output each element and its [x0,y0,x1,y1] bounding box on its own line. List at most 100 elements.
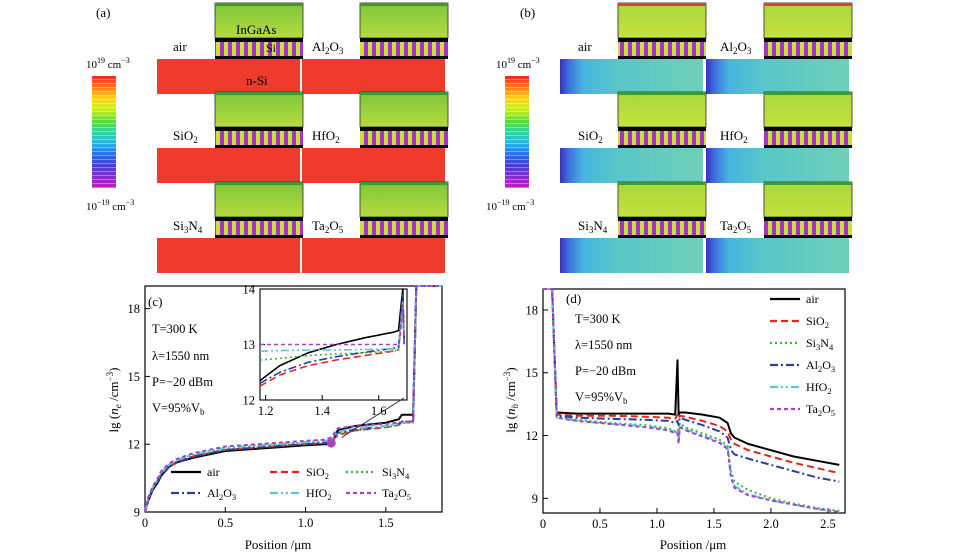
panel-c-ytick-label: 12 [128,438,141,452]
panel-c-legend-SiO2: SiO2 [270,465,329,481]
panel-d-legend-Al2O3: Al2O3 [770,358,835,374]
panel-d-series-Al2O3 [543,288,840,483]
panel-c-legend-Al2O3: Al2O3 [171,486,236,502]
device-cell-b-Al2O3: Al2O3 [706,2,853,94]
device-cell-b-SiO2: SiO2 [560,91,707,183]
panel-d-legend-air: air [770,292,819,306]
panel-d-series-SiO2 [543,288,840,475]
panel-c-label: (c) [148,294,162,309]
dielectric-label-a-Ta2O5: Ta2O5 [312,218,344,235]
panel-c-inset-xtick-label: 1.6 [371,404,387,418]
panel-c-ytick-label: 9 [134,506,140,520]
svg-text:Al2O3: Al2O3 [207,486,236,502]
panel-a-label: (a) [96,5,110,20]
panel-d-series-air [543,288,840,466]
dielectric-label-a-air: air [173,39,187,54]
device-cell-a-Si3N4: Si3N4 [157,181,304,273]
panel-c-inset-series-Si3N4 [259,304,405,361]
dielectric-label-b-Si3N4: Si3N4 [578,218,608,235]
panel-d-xtick-label: 1.0 [649,517,665,531]
panel-c-ylabel: lg (ne /cm−3) [105,368,123,433]
panel-c-legend-Ta2O5: Ta2O5 [346,486,411,502]
panel-d-annotations: T=300 K λ=1550 nm P=−20 dBm V=95%Vb [575,312,636,406]
panel-c-series-Ta2O5 [144,285,442,513]
panel-c-xtick-label: 0.5 [217,516,233,530]
panel-c-xtick-label: 1.0 [298,516,314,530]
panel-d-xtick-label: 1.5 [706,517,722,531]
panel-c-xlabel: Position /μm [245,537,312,552]
panel-c-inset-xtick-label: 1.4 [314,404,330,418]
dielectric-label-b-HfO2: HfO2 [720,128,748,145]
annot-d-wavelength: λ=1550 nm [575,338,632,352]
dielectric-label-b-Ta2O5: Ta2O5 [720,218,752,235]
device-cell-a-HfO2: HfO2 [302,91,449,183]
annot-temperature: T=300 K [152,322,198,336]
panel-d-legend-Ta2O5: Ta2O5 [770,402,835,418]
panel-d-ytick-label: 12 [526,429,539,443]
panel-d-series-HfO2 [543,288,840,513]
panel-c-inset-pointer [341,397,405,438]
panel-b-colorbar: 1019 cm−3 10−19 cm−3 [486,56,540,213]
panel-b: (b) 1019 cm−3 10−19 cm−3 air Al2O3 SiO2 HfO… [486,2,853,273]
panel-c-series-HfO2 [144,285,442,513]
colorbar-b-bottom-label: 10−19 cm−3 [486,198,534,213]
panel-d-legend-Si3N4: Si3N4 [770,336,834,352]
panel-d-ytick-label: 9 [532,492,538,506]
panel-d-label: (d) [566,291,581,306]
panel-c-ytick-label: 15 [128,370,141,384]
panel-c-legend-air: air [171,465,220,479]
annot-wavelength: λ=1550 nm [152,349,209,363]
device-cell-b-Ta2O5: Ta2O5 [706,181,853,273]
svg-text:Si3N4: Si3N4 [806,336,834,352]
panel-c-inset-ytick-label: 14 [243,283,256,297]
device-cell-a-SiO2: SiO2 [157,91,304,183]
panel-c-annotations: T=300 K λ=1550 nm P=−20 dBm V=95%Vb [152,322,213,417]
svg-text:air: air [806,292,819,306]
annot-voltage: V=95%Vb [152,401,205,417]
device-cell-a-Ta2O5: Ta2O5 [302,181,449,273]
annot-d-temperature: T=300 K [575,312,621,326]
panel-a-colorbar: 1019 cm−3 10−19 cm−3 [86,56,134,213]
panel-c-xtick-label: 0 [142,516,148,530]
layer-label-nsi: n-Si [246,73,268,88]
panel-d-frame [542,288,846,514]
svg-text:Al2O3: Al2O3 [806,358,835,374]
svg-text:SiO2: SiO2 [806,314,829,330]
dielectric-label-b-Al2O3: Al2O3 [720,39,752,56]
panel-c-inset-series-HfO2 [259,299,405,352]
svg-text:Si3N4: Si3N4 [382,465,410,481]
device-cell-b-HfO2: HfO2 [706,91,853,183]
dielectric-label-a-Si3N4: Si3N4 [173,218,203,235]
panel-c-inset-xtick-label: 1.2 [258,404,274,418]
panel-c-frame [144,285,443,513]
svg-text:SiO2: SiO2 [306,465,329,481]
svg-text:air: air [207,465,220,479]
panel-c-legend-HfO2: HfO2 [270,486,332,502]
layer-label-ingaas: InGaAs [236,22,276,37]
annot-power: P=−20 dBm [152,375,213,389]
dielectric-label-a-Al2O3: Al2O3 [312,39,344,56]
device-cell-a-Al2O3: Al2O3 [302,2,449,94]
panel-c: 0 0.5 1.0 1.5 9 12 15 18 (c) T=300 K λ=1550 nm … [105,283,443,552]
panel-d-series-Ta2O5 [543,288,840,513]
panel-c-legend-Si3N4: Si3N4 [346,465,410,481]
device-cell-b-Si3N4: Si3N4 [560,181,707,273]
panel-d-xtick-label: 2.5 [820,517,836,531]
annot-d-power: P=−20 dBm [575,364,636,378]
svg-text:Ta2O5: Ta2O5 [382,486,411,502]
panel-d-xtick-label: 0 [540,517,546,531]
device-cell-b-air: air [560,2,707,94]
colorbar-b-top-label: 1019 cm−3 [496,56,540,71]
panel-b-label: (b) [520,5,535,20]
panel-d-legend-HfO2: HfO2 [770,380,832,396]
panel-d-legend-SiO2: SiO2 [770,314,829,330]
panel-d-xlabel: Position /μm [660,537,727,552]
panel-a: (a) 1019 cm−3 10−19 cm−3 air Al2O3 SiO2 HfO… [86,2,449,273]
panel-c-junction-marker [326,438,336,448]
panel-c-xtick-label: 1.5 [378,516,394,530]
annot-d-voltage: V=95%Vb [575,390,628,406]
panel-d-xtick-label: 2.0 [763,517,779,531]
dielectric-label-a-SiO2: SiO2 [173,128,198,145]
device-cell-a-air: air [157,2,304,94]
